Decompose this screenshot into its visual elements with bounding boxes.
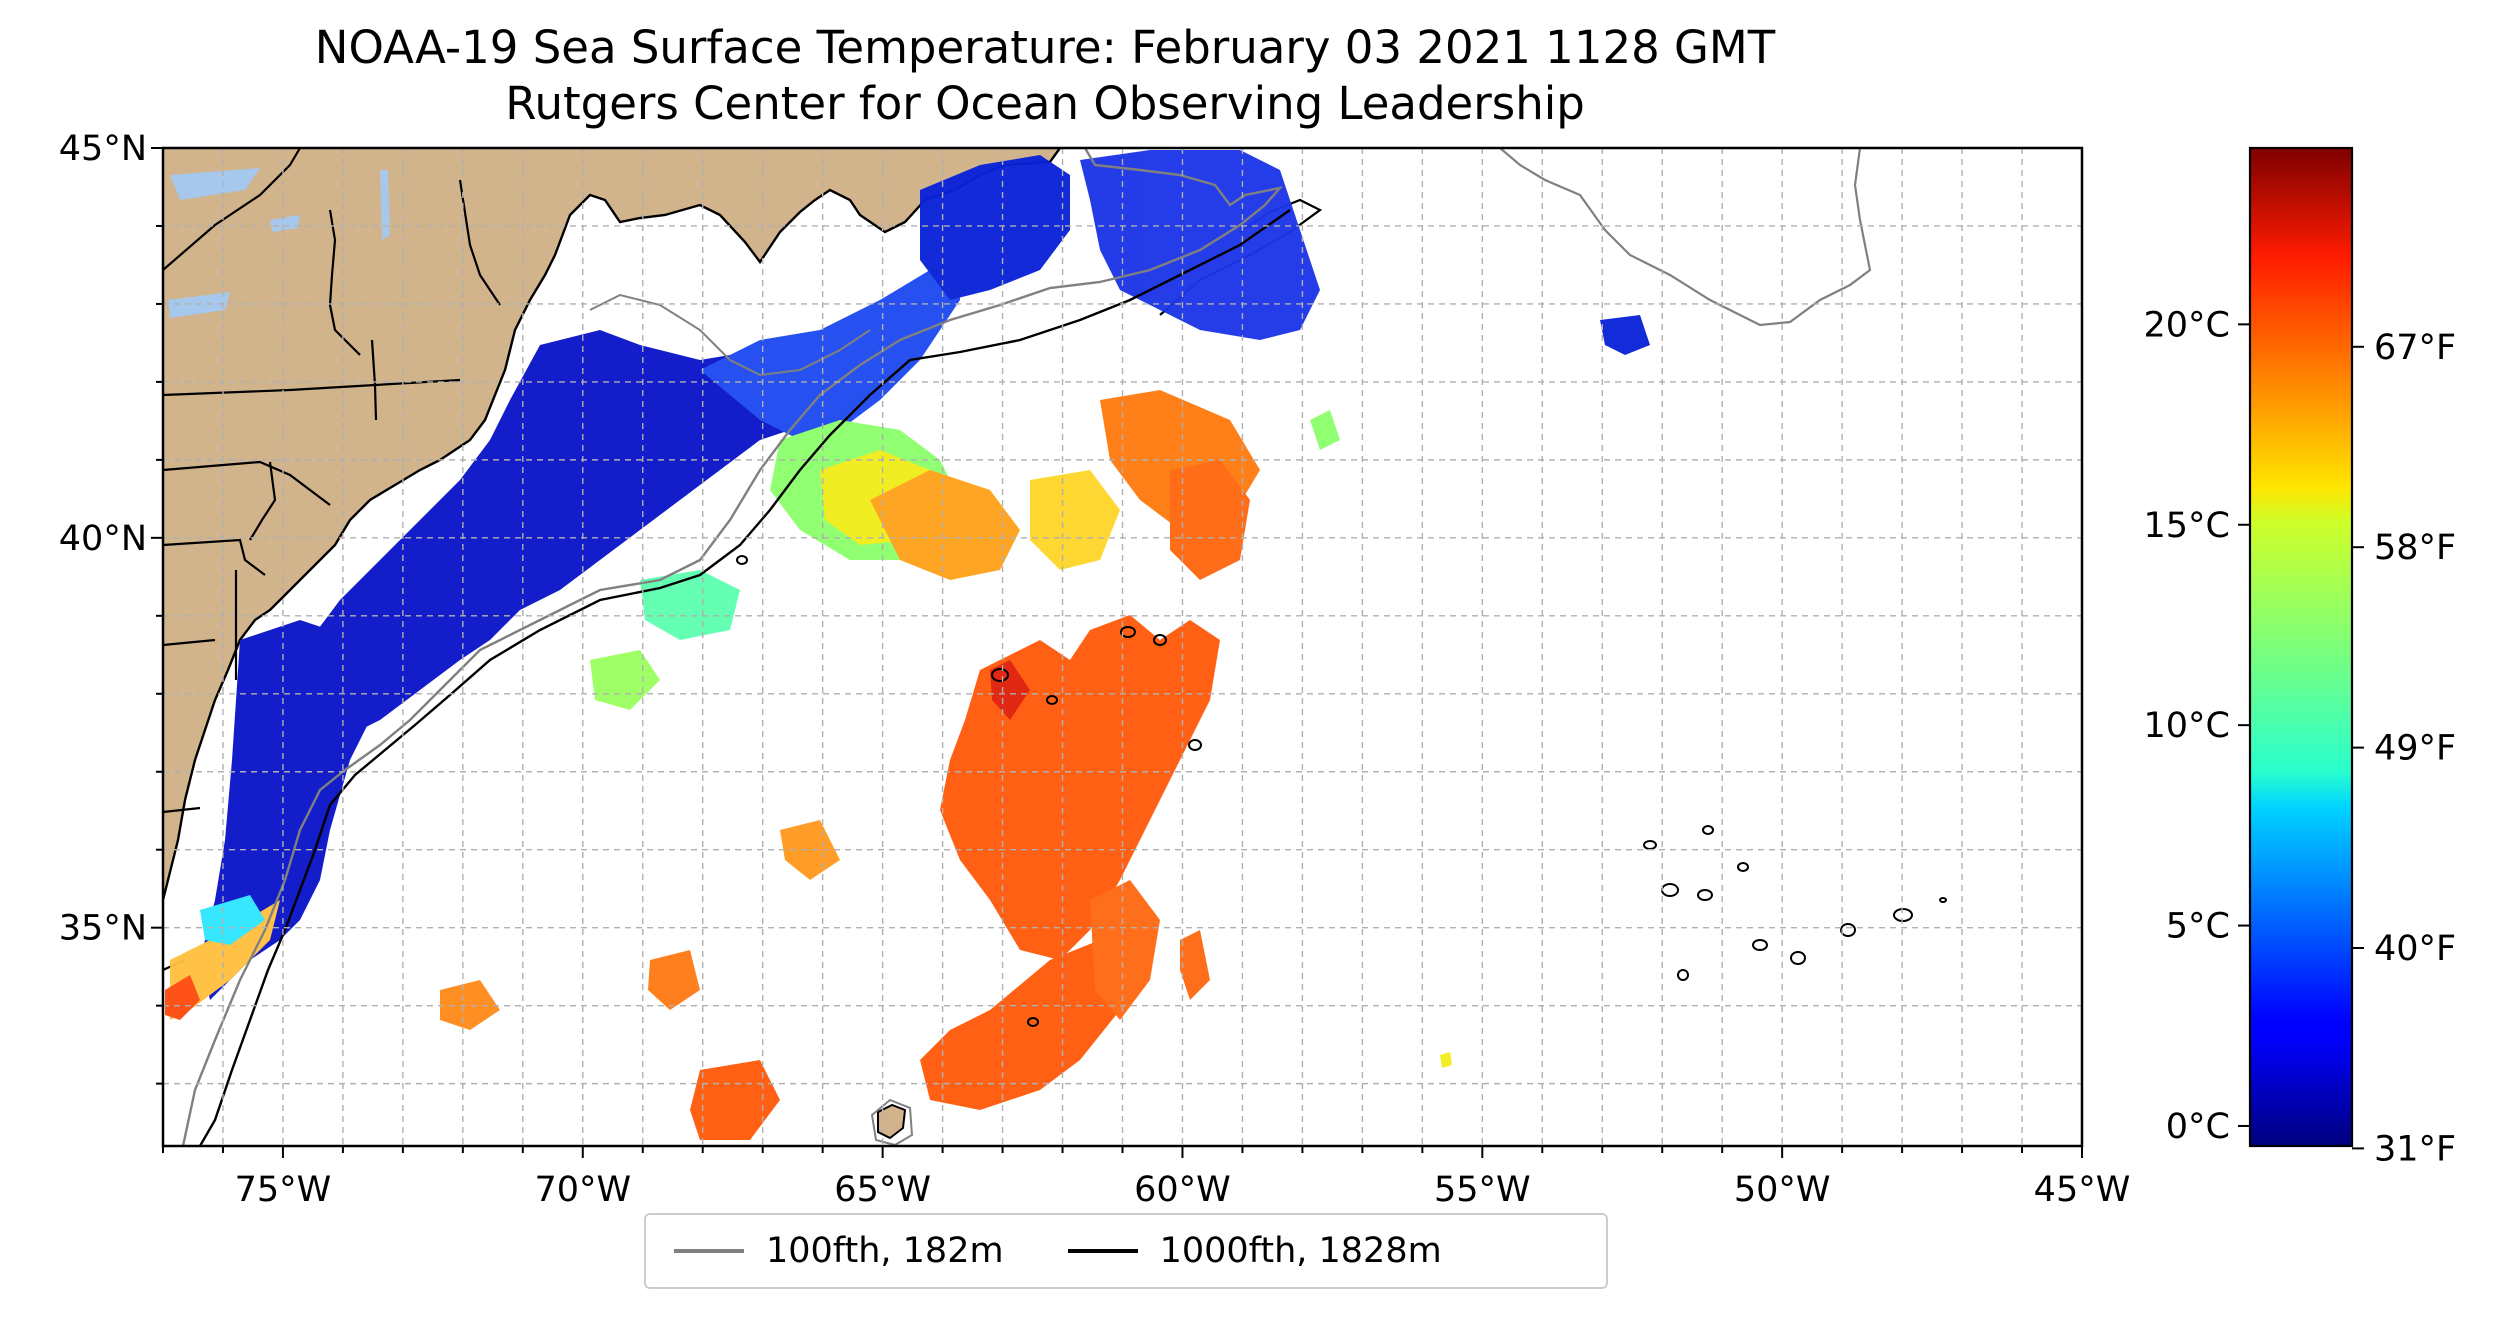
colorbar-label-fahrenheit: 49°F — [2374, 729, 2456, 769]
colorbar-frame — [2248, 146, 2354, 1148]
lon-tick-label: 75°W — [235, 1170, 332, 1210]
sst-gulfstream-south-2 — [1090, 880, 1160, 1020]
colorbar: 0°C 5°C 10°C 15°C 20°C 31°F 40°F 49°F 58°F 67°F — [2144, 146, 2457, 1169]
lat-tick-label: 35°N — [59, 909, 147, 949]
coastline — [163, 148, 1061, 901]
land-region — [163, 148, 1060, 900]
colorbar-label-celsius: 5°C — [2166, 907, 2230, 947]
colorbar-label-fahrenheit: 58°F — [2374, 528, 2456, 568]
sst-gulfstream-red — [990, 660, 1030, 720]
colorbar-ticks: 0°C 5°C 10°C 15°C 20°C 31°F 40°F 49°F 58°F 67°F — [2144, 305, 2457, 1169]
sst-cold-scotian-2 — [920, 155, 1070, 300]
colorbar-label-celsius: 15°C — [2144, 506, 2230, 546]
legend: 100fth, 182m 1000fth, 1828m — [644, 1213, 1608, 1289]
bermuda — [877, 1103, 907, 1140]
map-axes: 75°W 70°W 65°W 60°W 55°W 50°W 45°W 45°N 40°N 35°N — [59, 129, 2131, 1210]
colorbar-label-celsius: 20°C — [2144, 305, 2230, 345]
lon-tick-label: 70°W — [534, 1170, 631, 1210]
lon-tick-label: 60°W — [1134, 1170, 1231, 1210]
map-subtitle: Rutgers Center for Ocean Observing Leade… — [505, 77, 1585, 130]
lat-tick-label: 45°N — [59, 129, 147, 169]
graticule — [163, 148, 2082, 1146]
isobath-100fth-east — [1499, 148, 1872, 327]
legend-swatch-100fth — [674, 1249, 744, 1253]
colorbar-label-fahrenheit: 67°F — [2374, 328, 2456, 368]
lat-tick-label: 40°N — [59, 519, 147, 559]
lon-tick-label: 65°W — [834, 1170, 931, 1210]
sst-cold-gulf-maine — [700, 240, 960, 440]
sst-cold-shelf — [240, 330, 900, 790]
lake — [380, 170, 390, 240]
sst-warm-scatter-4 — [780, 820, 840, 880]
sst-warm-scatter-3 — [440, 980, 500, 1030]
sst-nearshore-warm — [170, 900, 280, 1020]
legend-item-100fth: 100fth, 182m — [646, 1231, 1004, 1271]
seamounts — [736, 555, 1947, 1027]
legend-label-1000fth: 1000fth, 1828m — [1159, 1231, 1442, 1271]
colorbar-label-fahrenheit: 31°F — [2374, 1129, 2456, 1169]
colorbar-label-celsius: 0°C — [2166, 1107, 2230, 1147]
sst-cold-scotian — [1080, 150, 1320, 340]
sst-warm-scatter — [690, 1060, 780, 1140]
lon-tick-label: 45°W — [2034, 1170, 2131, 1210]
sst-east-blue — [1600, 315, 1650, 355]
lake — [170, 168, 260, 200]
lake — [168, 292, 230, 318]
legend-item-1000fth: 1000fth, 1828m — [1040, 1231, 1442, 1271]
sst-mid-yellow — [1030, 470, 1120, 570]
colorbar-label-fahrenheit: 40°F — [2374, 929, 2456, 969]
colorbar-label-celsius: 10°C — [2144, 706, 2230, 746]
sst-nearshore-red — [165, 975, 200, 1020]
lake — [270, 215, 300, 232]
sst-warm-patch-3 — [1170, 460, 1250, 580]
sst-warm-scatter-2 — [648, 950, 700, 1010]
sst-yellow-speck — [1440, 1052, 1452, 1068]
sst-warm-patch — [870, 470, 1020, 580]
bermuda-platform — [870, 1098, 914, 1146]
sst-nearshore-cyan — [200, 895, 265, 945]
legend-swatch-1000fth — [1067, 1249, 1138, 1253]
map-canvas — [163, 148, 2082, 1146]
legend-label-100fth: 100fth, 182m — [766, 1231, 1004, 1271]
lon-tick-label: 50°W — [1734, 1170, 1831, 1210]
isobath-100fth-georges — [589, 293, 871, 377]
sst-warm-scatter-5 — [1180, 930, 1210, 1000]
lon-tick-label: 55°W — [1434, 1170, 1531, 1210]
sst-data — [165, 150, 1650, 1140]
map-title: NOAA-19 Sea Surface Temperature: Februar… — [314, 21, 1776, 74]
sst-east-green — [1310, 410, 1340, 450]
isobath-100fth — [181, 148, 1284, 1146]
colorbar-gradient — [2250, 148, 2352, 1146]
isobath-1000fth — [198, 209, 1291, 1146]
